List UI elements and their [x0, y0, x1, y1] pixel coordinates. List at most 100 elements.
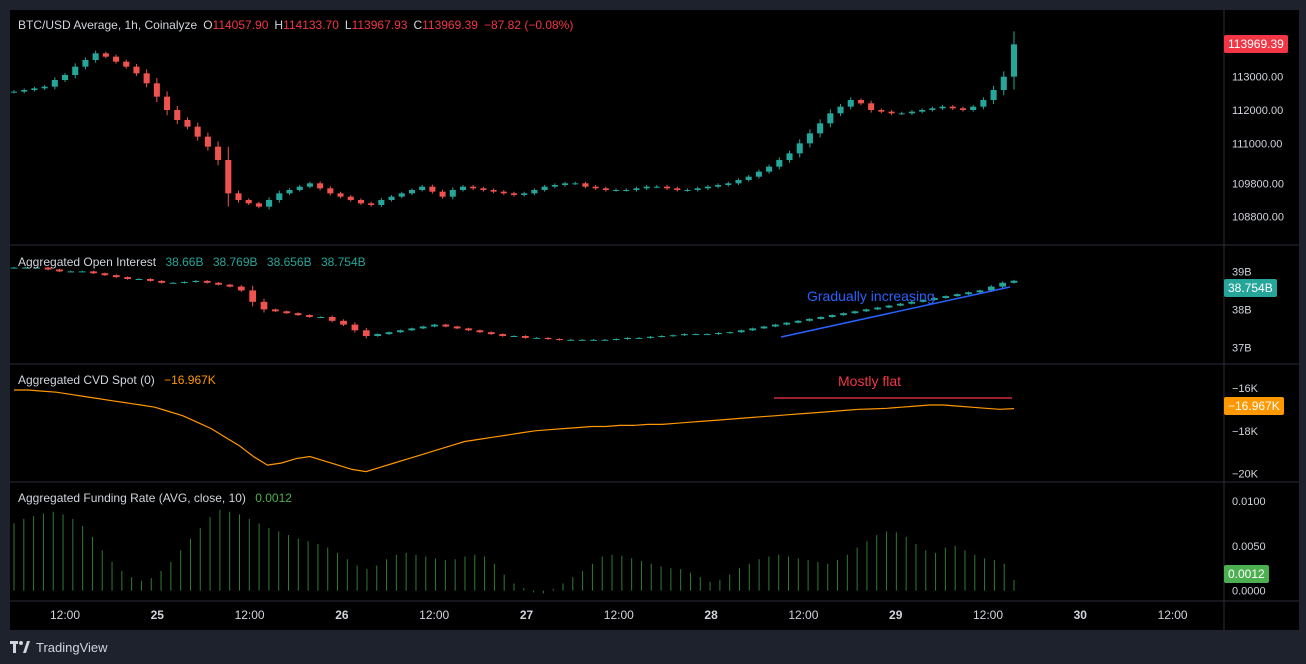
price-candle[interactable]: [72, 66, 79, 75]
oi-candle[interactable]: [703, 334, 711, 336]
oi-candle[interactable]: [510, 336, 518, 337]
annotation-oi-trendline[interactable]: [780, 286, 1011, 338]
oi-candle[interactable]: [419, 326, 427, 329]
price-candle[interactable]: [92, 53, 99, 60]
price-candle[interactable]: [113, 56, 120, 62]
price-candle[interactable]: [245, 200, 252, 204]
price-candle[interactable]: [306, 183, 313, 187]
price-candle[interactable]: [735, 180, 742, 184]
price-pane[interactable]: [10, 31, 1018, 210]
funding-pane[interactable]: [13, 509, 1015, 594]
oi-candle[interactable]: [953, 294, 961, 297]
cvd-title[interactable]: Aggregated CVD Spot (0): [18, 373, 155, 387]
oi-candle[interactable]: [203, 280, 211, 283]
cvd-legend[interactable]: Aggregated CVD Spot (0) −16.967K: [18, 373, 222, 387]
oi-candle[interactable]: [931, 298, 938, 300]
oi-candle[interactable]: [271, 309, 279, 312]
oi-candle[interactable]: [862, 309, 870, 312]
oi-candle[interactable]: [56, 269, 63, 272]
price-candle[interactable]: [10, 91, 18, 93]
price-candle[interactable]: [521, 193, 528, 195]
price-candle[interactable]: [235, 193, 242, 200]
oi-candle[interactable]: [726, 332, 734, 334]
price-candle[interactable]: [510, 193, 518, 195]
price-candle[interactable]: [602, 188, 609, 190]
price-candle[interactable]: [143, 73, 150, 84]
oi-candle[interactable]: [158, 280, 166, 283]
oi-candle[interactable]: [578, 339, 586, 341]
price-candle[interactable]: [633, 188, 640, 190]
price-candle[interactable]: [480, 188, 487, 190]
oi-candle[interactable]: [669, 335, 677, 337]
price-candle[interactable]: [286, 190, 293, 194]
price-candle[interactable]: [296, 186, 303, 190]
oi-candle[interactable]: [965, 292, 972, 295]
oi-candle[interactable]: [601, 339, 609, 341]
oi-title[interactable]: Aggregated Open Interest: [18, 255, 157, 269]
open-interest-pane[interactable]: [10, 266, 1018, 341]
oi-candle[interactable]: [999, 282, 1007, 287]
oi-candle[interactable]: [806, 318, 813, 321]
oi-candle[interactable]: [374, 334, 382, 336]
oi-candle[interactable]: [237, 286, 245, 291]
oi-candle[interactable]: [44, 267, 52, 270]
annotation-oi-group[interactable]: Gradually increasing: [780, 286, 1011, 338]
price-candle[interactable]: [745, 176, 752, 180]
oi-candle[interactable]: [169, 282, 177, 284]
price-candle[interactable]: [398, 193, 405, 197]
oi-candle[interactable]: [396, 330, 404, 333]
oi-candle[interactable]: [192, 280, 200, 283]
oi-candle[interactable]: [771, 324, 779, 327]
oi-candle[interactable]: [112, 275, 120, 278]
oi-candle[interactable]: [442, 324, 450, 327]
oi-candle[interactable]: [351, 324, 359, 331]
price-candle[interactable]: [582, 183, 589, 187]
chart-canvas[interactable]: 113000.00 112000.00 111000.00 109800.00 1088…: [10, 10, 1299, 630]
price-candle[interactable]: [347, 196, 354, 200]
oi-candle[interactable]: [919, 299, 927, 302]
price-candle[interactable]: [694, 188, 701, 190]
price-candle[interactable]: [164, 96, 171, 110]
oi-candle[interactable]: [226, 284, 234, 287]
oi-candle[interactable]: [635, 337, 643, 339]
price-candle[interactable]: [613, 190, 620, 191]
price-candle[interactable]: [225, 160, 232, 194]
oi-candle[interactable]: [590, 339, 597, 341]
price-candle[interactable]: [970, 106, 977, 110]
oi-candle[interactable]: [78, 271, 86, 273]
oi-candle[interactable]: [794, 320, 802, 323]
price-candle[interactable]: [796, 143, 803, 154]
oi-candle[interactable]: [328, 317, 336, 321]
price-candle[interactable]: [133, 66, 140, 74]
price-candle[interactable]: [470, 186, 477, 189]
price-candle[interactable]: [408, 190, 415, 194]
cvd-pane[interactable]: [14, 389, 1015, 473]
oi-candle[interactable]: [408, 328, 416, 331]
price-candle[interactable]: [266, 200, 273, 207]
funding-legend[interactable]: Aggregated Funding Rate (AVG, close, 10)…: [18, 491, 298, 505]
oi-candle[interactable]: [533, 337, 541, 339]
price-candle[interactable]: [755, 171, 762, 177]
price-candle[interactable]: [255, 203, 262, 207]
oi-candle[interactable]: [362, 330, 370, 336]
price-candle[interactable]: [561, 183, 569, 185]
oi-candle[interactable]: [737, 330, 745, 333]
price-candle[interactable]: [1000, 76, 1007, 90]
oi-candle[interactable]: [260, 301, 268, 310]
oi-candle[interactable]: [987, 286, 995, 291]
oi-candle[interactable]: [715, 332, 722, 335]
price-candle[interactable]: [990, 90, 997, 100]
time-axis[interactable]: 12:00 25 12:00 26 12:00 27 12:00 28 12:00 29 12:00…: [50, 608, 1188, 622]
oi-candle[interactable]: [340, 320, 347, 325]
price-candle[interactable]: [102, 53, 109, 57]
oi-candle[interactable]: [249, 290, 257, 302]
price-candle[interactable]: [174, 110, 181, 120]
price-candle[interactable]: [378, 200, 385, 205]
oi-candle[interactable]: [681, 334, 688, 336]
oi-candle[interactable]: [908, 301, 916, 304]
price-candle[interactable]: [725, 183, 732, 185]
oi-candle[interactable]: [487, 332, 495, 335]
price-candle[interactable]: [572, 183, 579, 185]
price-candle[interactable]: [123, 61, 130, 67]
oi-candle[interactable]: [135, 279, 143, 280]
